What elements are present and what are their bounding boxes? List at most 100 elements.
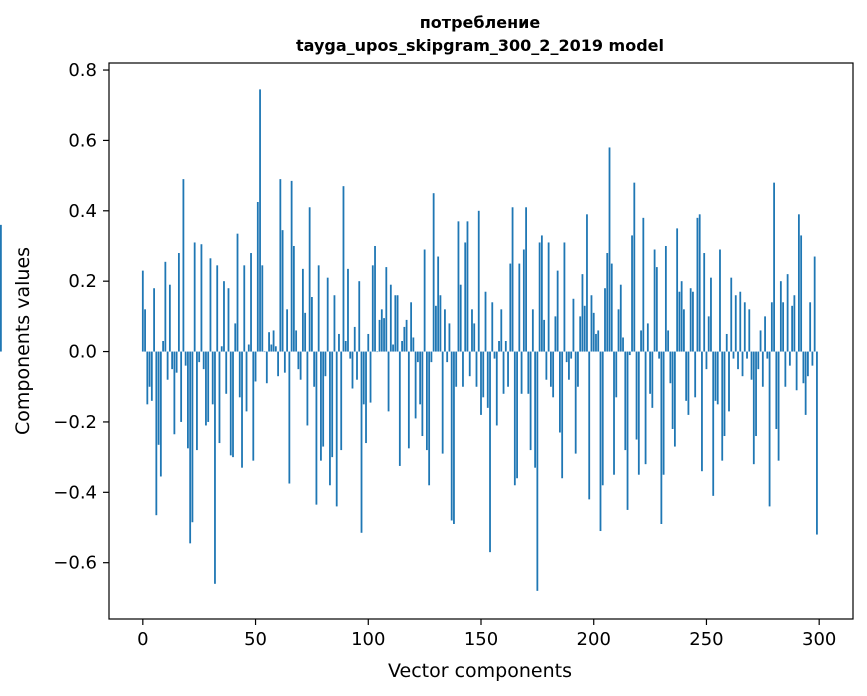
bar xyxy=(329,351,331,486)
bar xyxy=(707,316,710,352)
bar xyxy=(155,351,158,516)
bar xyxy=(306,351,309,426)
bar xyxy=(326,277,329,352)
bar xyxy=(236,233,239,352)
bar xyxy=(597,330,600,352)
bar xyxy=(290,180,293,352)
y-tick-label: −0.2 xyxy=(53,412,97,433)
bar xyxy=(250,253,252,352)
bar xyxy=(182,179,185,352)
bar xyxy=(371,265,374,352)
bar xyxy=(642,217,645,352)
bar xyxy=(701,351,703,472)
bar xyxy=(800,235,803,352)
bar xyxy=(750,351,753,380)
bar xyxy=(741,351,744,377)
bar xyxy=(218,351,221,444)
y-tick-label: −0.6 xyxy=(53,553,97,574)
bar xyxy=(491,302,494,352)
bar xyxy=(385,267,388,352)
bar xyxy=(159,351,162,477)
bar xyxy=(261,265,264,352)
bar xyxy=(678,291,681,352)
x-tick-label: 200 xyxy=(577,629,611,650)
bar xyxy=(559,351,561,433)
bar xyxy=(274,346,277,352)
bar xyxy=(592,312,595,352)
bar xyxy=(509,263,512,352)
bar xyxy=(288,351,291,484)
bar xyxy=(511,207,514,352)
bar xyxy=(698,214,701,352)
bar xyxy=(435,305,437,352)
bar xyxy=(811,351,814,366)
bar xyxy=(646,323,649,352)
bar xyxy=(579,316,582,352)
bar xyxy=(225,351,228,394)
bar xyxy=(283,351,286,373)
bar xyxy=(322,351,325,447)
bar xyxy=(398,351,401,466)
bar xyxy=(209,258,212,352)
bar xyxy=(243,265,246,352)
bar xyxy=(214,351,216,584)
bar xyxy=(380,309,383,352)
ticks-group: 0 50 100 150 200 250 300 −0.6 −0.4 −0.2 0.0 0.2 0.4 0… xyxy=(53,60,836,650)
bar xyxy=(658,351,661,359)
bar xyxy=(416,351,419,363)
bar xyxy=(538,242,541,352)
bar xyxy=(335,351,338,507)
bar xyxy=(232,351,234,458)
bar xyxy=(653,249,656,352)
bar xyxy=(631,235,633,352)
bar xyxy=(667,330,670,352)
bar xyxy=(432,193,435,352)
bar xyxy=(311,297,313,352)
bar xyxy=(272,330,275,352)
bar xyxy=(171,351,174,370)
bar xyxy=(168,284,171,352)
bar xyxy=(263,351,266,353)
bar xyxy=(374,245,376,352)
bar xyxy=(286,309,289,352)
bar xyxy=(662,351,665,475)
bar xyxy=(259,89,261,352)
y-tick-label: −0.4 xyxy=(53,482,97,503)
bar xyxy=(606,253,609,352)
chart-title-line1: потребление xyxy=(420,13,541,32)
y-axis-label: Components values xyxy=(12,247,34,435)
bar xyxy=(410,302,413,352)
bar xyxy=(723,351,726,437)
bar xyxy=(552,351,555,398)
bar xyxy=(482,351,485,398)
bar xyxy=(696,217,699,352)
bar xyxy=(683,309,685,352)
bar xyxy=(757,351,760,370)
y-tick-label: 0.6 xyxy=(68,130,97,151)
bar xyxy=(748,309,751,352)
bar xyxy=(367,333,370,352)
bar xyxy=(333,295,336,352)
bar xyxy=(549,351,552,387)
bar xyxy=(450,351,453,521)
bar xyxy=(277,351,279,377)
bar xyxy=(804,351,807,415)
bar xyxy=(331,351,334,458)
bar xyxy=(498,341,500,352)
bar xyxy=(565,351,568,363)
bar xyxy=(590,295,593,352)
y-tick-label: 0.4 xyxy=(68,201,97,222)
bar xyxy=(516,351,518,479)
bar xyxy=(419,351,422,405)
bar xyxy=(694,351,697,398)
bar xyxy=(193,242,196,352)
bar xyxy=(540,235,543,352)
bar xyxy=(480,351,482,415)
bar xyxy=(473,323,476,352)
bar xyxy=(446,351,449,363)
bar xyxy=(502,351,505,394)
bar xyxy=(764,316,766,352)
bar xyxy=(617,309,620,352)
bar xyxy=(813,256,816,352)
bar xyxy=(595,333,597,352)
